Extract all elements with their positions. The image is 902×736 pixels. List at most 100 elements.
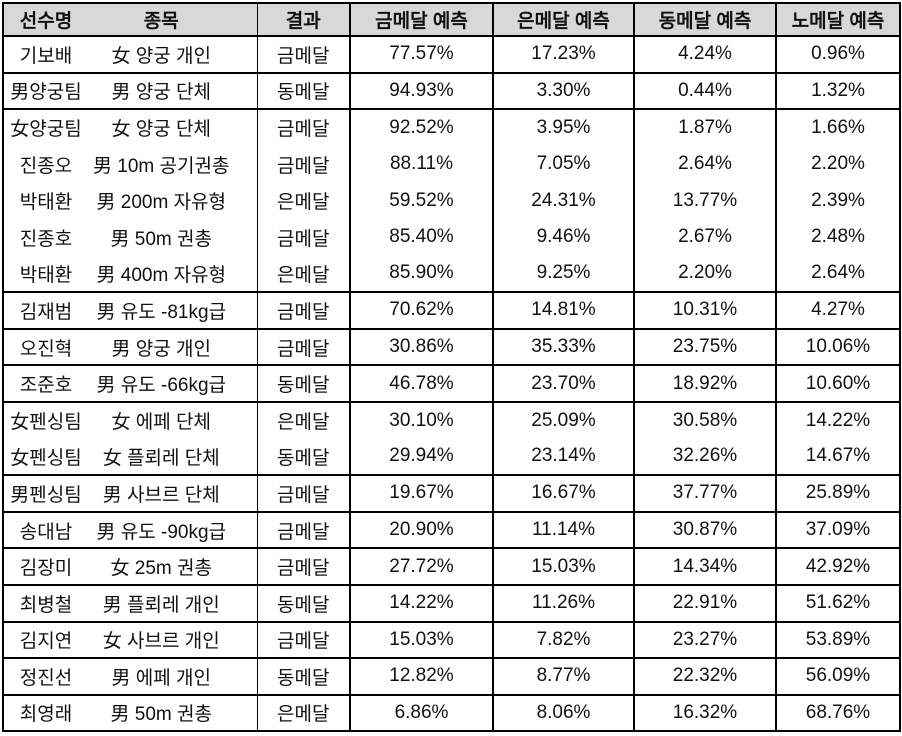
- result-cell: 금메달: [257, 145, 351, 183]
- silver-cell: 14.81%: [493, 292, 635, 330]
- athlete-event-cell: 진종호 男 50m 권총: [3, 218, 258, 256]
- table-row: 女펜싱팀 女 에페 단체 은메달 30.10% 25.09% 30.58% 14.22%: [3, 401, 900, 439]
- bronze-cell: 2.64%: [634, 145, 777, 183]
- event-name: 女 플뢰레 단체: [102, 447, 220, 469]
- nomedal-cell: 2.20%: [811, 153, 865, 175]
- result-cell: 금메달: [257, 292, 351, 330]
- nomedal-cell: 10.06%: [776, 328, 900, 367]
- athlete-name: 女양궁팀: [10, 119, 82, 141]
- nomedal-cell: 68.76%: [805, 701, 871, 723]
- table-row: 김장미 女 25m 권총 금메달 27.72% 15.03% 14.34% 42.92%: [3, 548, 900, 586]
- athlete-name: 女펜싱팀: [10, 412, 82, 434]
- event-name: 男 400m 자유형: [96, 264, 227, 286]
- result-cell: 은메달: [257, 694, 351, 732]
- table-row: 송대남 男 유도 -90kg급 금메달 20.90% 11.14% 30.87% 37.09…: [3, 511, 900, 550]
- result-cell: 동메달: [257, 72, 351, 111]
- bronze-cell: 22.32%: [634, 658, 777, 696]
- athlete-name: 男펜싱팀: [10, 484, 82, 506]
- event-name: 女 25m 권총: [110, 558, 212, 580]
- athlete-event-cell: 女펜싱팀 女 에페 단체: [3, 401, 258, 439]
- event-name: 男 50m 권총: [110, 704, 212, 726]
- result-cell: 금메달: [257, 328, 351, 367]
- athlete-name: 조준호: [19, 375, 73, 397]
- table-row: 기보배 女 양궁 개인 금메달 77.57% 17.23% 4.24% 0.96%: [3, 36, 900, 74]
- silver-cell: 15.03%: [493, 548, 635, 586]
- bronze-cell: 4.24%: [634, 36, 777, 74]
- event-name: 男 200m 자유형: [96, 192, 227, 214]
- header-result: 결과: [257, 3, 351, 37]
- nomedal-cell: 53.89%: [776, 621, 900, 660]
- gold-cell: 85.40%: [350, 218, 494, 256]
- gold-cell: 15.03%: [350, 621, 494, 660]
- nomedal-cell: 25.89%: [776, 475, 900, 513]
- nomedal-cell: 37.09%: [776, 511, 900, 550]
- header-bronze-prediction: 동메달 예측: [634, 3, 777, 37]
- gold-cell: 27.72%: [350, 548, 494, 586]
- table-row: 진종호 男 50m 권총 금메달 85.40% 9.46% 2.67% 2.48%: [3, 218, 900, 256]
- result-cell: 동메달: [257, 584, 351, 623]
- result-cell: 금메달: [257, 621, 351, 660]
- table-row: 김재범 男 유도 -81kg급 금메달 70.62% 14.81% 10.31% 4.27%: [3, 292, 900, 330]
- silver-cell: 25.09%: [493, 401, 635, 439]
- gold-cell: 46.78%: [350, 365, 494, 403]
- event-name: 男 양궁 단체: [111, 82, 211, 104]
- athlete-event-cell: 최영래 男 50m 권총: [3, 694, 258, 732]
- result-cell: 금메달: [257, 218, 351, 256]
- bronze-cell: 16.32%: [634, 694, 777, 732]
- result-cell: 금메달: [257, 109, 351, 146]
- nomedal-cell: 56.09%: [776, 658, 900, 696]
- athlete-event-cell: 김장미 女 25m 권총: [3, 548, 258, 586]
- bronze-cell: 37.77%: [634, 475, 777, 513]
- silver-cell: 9.46%: [493, 218, 635, 256]
- header-nomedal-prediction: 노메달 예측: [776, 3, 900, 37]
- table-header: 선수명 종목 결과 금메달 예측 은메달 예측 동메달 예측 노메달 예측: [3, 3, 900, 37]
- bronze-cell: 13.77%: [634, 182, 777, 219]
- athlete-event-cell: 기보배 女 양궁 개인: [3, 36, 258, 74]
- athlete-name: 박태환: [19, 264, 73, 286]
- nomedal-cell: 2.48%: [811, 226, 865, 248]
- silver-cell: 17.23%: [493, 36, 635, 74]
- gold-cell: 14.22%: [350, 584, 494, 623]
- table-row: 정진선 男 에페 개인 동메달 12.82% 8.77% 22.32% 56.09%: [3, 658, 900, 696]
- gold-cell: 19.67%: [350, 475, 494, 513]
- table-row: 오진혁 男 양궁 개인 금메달 30.86% 35.33% 23.75% 10.06%: [3, 328, 900, 367]
- nomedal-cell: 14.22%: [805, 409, 871, 431]
- result-cell: 동메달: [257, 365, 351, 403]
- silver-cell: 11.14%: [493, 511, 635, 550]
- event-name: 男 양궁 개인: [111, 338, 211, 360]
- result-cell: 금메달: [257, 475, 351, 513]
- table-row: 男펜싱팀 男 사브르 단체 금메달 19.67% 16.67% 37.77% 25.89%: [3, 475, 900, 513]
- athlete-name: 박태환: [19, 192, 73, 214]
- athlete-event-cell: 진종오 男 10m 공기권총: [3, 145, 258, 183]
- table-row: 진종오 男 10m 공기권총 금메달 88.11% 7.05% 2.64% 2.20%: [3, 145, 900, 183]
- bronze-cell: 10.31%: [634, 292, 777, 330]
- bronze-cell: 30.87%: [634, 511, 777, 550]
- bronze-cell: 30.58%: [634, 401, 777, 439]
- athlete-event-cell: 정진선 男 에페 개인: [3, 658, 258, 696]
- gold-cell: 6.86%: [350, 694, 494, 732]
- table-body: 기보배 女 양궁 개인 금메달 77.57% 17.23% 4.24% 0.96% 男양궁팀 男…: [3, 36, 900, 732]
- silver-cell: 8.06%: [493, 694, 635, 732]
- bronze-cell: 18.92%: [634, 365, 777, 403]
- athlete-event-cell: 박태환 男 200m 자유형: [3, 182, 258, 219]
- athlete-event-cell: 男펜싱팀 男 사브르 단체: [3, 475, 258, 513]
- table-row: 김지연 女 사브르 개인 금메달 15.03% 7.82% 23.27% 53.89%: [3, 621, 900, 660]
- silver-cell: 23.70%: [493, 365, 635, 403]
- silver-cell: 7.05%: [493, 145, 635, 183]
- result-cell: 은메달: [257, 401, 351, 439]
- nomedal-cell: 1.32%: [776, 72, 900, 111]
- table-row: 女양궁팀 女 양궁 단체 금메달 92.52% 3.95% 1.87% 1.66%: [3, 109, 900, 146]
- event-name: 男 50m 권총: [110, 228, 212, 250]
- event-name: 女 양궁 단체: [111, 119, 211, 141]
- gold-cell: 12.82%: [350, 658, 494, 696]
- athlete-event-cell: 조준호 男 유도 -66kg급: [3, 365, 258, 403]
- table-row: 박태환 男 200m 자유형 은메달 59.52% 24.31% 13.77% 2.39%: [3, 182, 900, 219]
- event-name: 女 사브르 개인: [102, 631, 220, 653]
- gold-cell: 88.11%: [350, 145, 494, 183]
- athlete-name: 김지연: [19, 631, 73, 653]
- gold-cell: 29.94%: [350, 438, 494, 477]
- silver-cell: 35.33%: [493, 328, 635, 367]
- athlete-name: 김장미: [19, 558, 73, 580]
- table-row: 박태환 男 400m 자유형 은메달 85.90% 9.25% 2.20% 2.64%: [3, 255, 900, 294]
